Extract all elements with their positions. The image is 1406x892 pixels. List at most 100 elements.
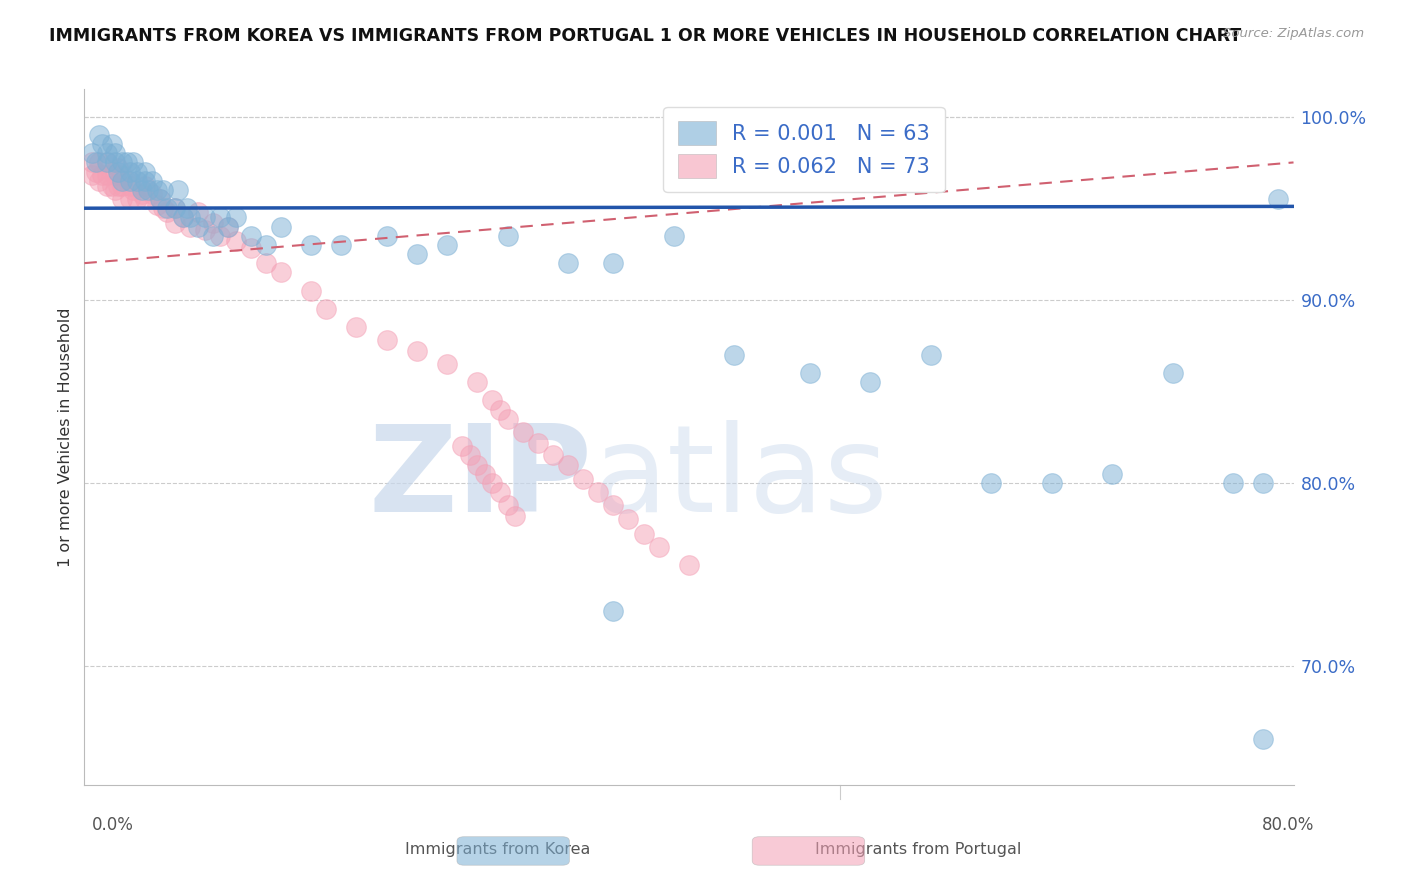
Point — [96, 155, 118, 169]
Point — [406, 247, 429, 261]
Point — [96, 179, 118, 194]
Point — [80, 155, 103, 169]
Point — [104, 183, 127, 197]
Point — [217, 219, 239, 234]
Point — [107, 179, 129, 194]
Point — [152, 201, 174, 215]
Point — [375, 228, 398, 243]
Point — [1161, 366, 1184, 380]
Point — [89, 128, 111, 142]
Point — [299, 237, 322, 252]
Y-axis label: 1 or more Vehicles in Household: 1 or more Vehicles in Household — [58, 308, 73, 566]
Text: Immigrants from Portugal: Immigrants from Portugal — [815, 842, 1022, 856]
Point — [187, 205, 209, 219]
Point — [165, 201, 187, 215]
Point — [346, 320, 368, 334]
Point — [406, 344, 429, 359]
Point — [89, 155, 111, 169]
Point — [678, 558, 700, 573]
Text: ZIP: ZIP — [368, 420, 592, 537]
Point — [118, 192, 141, 206]
Point — [512, 425, 534, 439]
Point — [254, 256, 277, 270]
Point — [121, 183, 143, 197]
Point — [156, 201, 179, 215]
Point — [136, 183, 159, 197]
Point — [172, 211, 194, 225]
Point — [100, 179, 122, 194]
Point — [89, 174, 111, 188]
Point — [111, 168, 134, 182]
Point — [799, 366, 821, 380]
Point — [602, 604, 624, 618]
Point — [127, 192, 149, 206]
Text: 0.0%: 0.0% — [91, 816, 134, 834]
Point — [723, 348, 745, 362]
Point — [541, 449, 564, 463]
Point — [111, 179, 134, 194]
Point — [239, 228, 262, 243]
Point — [86, 164, 108, 178]
Point — [588, 485, 610, 500]
Point — [254, 237, 277, 252]
Text: Immigrants from Korea: Immigrants from Korea — [405, 842, 591, 856]
Point — [225, 211, 247, 225]
Point — [503, 508, 526, 523]
Point — [436, 357, 458, 371]
Point — [149, 192, 172, 206]
Point — [179, 211, 201, 225]
Text: Source: ZipAtlas.com: Source: ZipAtlas.com — [1223, 27, 1364, 40]
Point — [299, 284, 322, 298]
Point — [633, 527, 655, 541]
Point — [474, 467, 496, 481]
Point — [217, 219, 239, 234]
Point — [134, 192, 156, 206]
Point — [194, 211, 217, 225]
Point — [121, 155, 143, 169]
Point — [146, 197, 169, 211]
Point — [557, 256, 579, 270]
Point — [239, 242, 262, 256]
Point — [80, 168, 103, 182]
Text: 80.0%: 80.0% — [1263, 816, 1315, 834]
Point — [80, 146, 103, 161]
Point — [115, 155, 138, 169]
Point — [165, 216, 187, 230]
Point — [859, 375, 882, 389]
Point — [1222, 475, 1244, 490]
Point — [330, 237, 353, 252]
Point — [100, 137, 122, 152]
Point — [179, 219, 201, 234]
Point — [176, 201, 198, 215]
Point — [481, 475, 503, 490]
Point — [96, 168, 118, 182]
Point — [131, 186, 153, 201]
Point — [572, 472, 595, 486]
Point — [467, 458, 489, 472]
Point — [920, 348, 942, 362]
Point — [1040, 475, 1063, 490]
Point — [467, 375, 489, 389]
Point — [496, 411, 519, 425]
Point — [201, 216, 224, 230]
Point — [458, 449, 481, 463]
Point — [104, 155, 127, 169]
Point — [118, 179, 141, 194]
Point — [270, 265, 292, 279]
Point — [134, 164, 156, 178]
Point — [225, 234, 247, 248]
Point — [1267, 192, 1289, 206]
Point — [96, 146, 118, 161]
Point — [496, 228, 519, 243]
Point — [602, 256, 624, 270]
Text: atlas: atlas — [592, 420, 887, 537]
Point — [209, 211, 232, 225]
Point — [111, 155, 134, 169]
Point — [118, 174, 141, 188]
Point — [375, 333, 398, 347]
Point — [165, 201, 187, 215]
Legend: R = 0.001   N = 63, R = 0.062   N = 73: R = 0.001 N = 63, R = 0.062 N = 73 — [664, 106, 945, 192]
Point — [167, 183, 190, 197]
Point — [172, 211, 194, 225]
Point — [96, 155, 118, 169]
